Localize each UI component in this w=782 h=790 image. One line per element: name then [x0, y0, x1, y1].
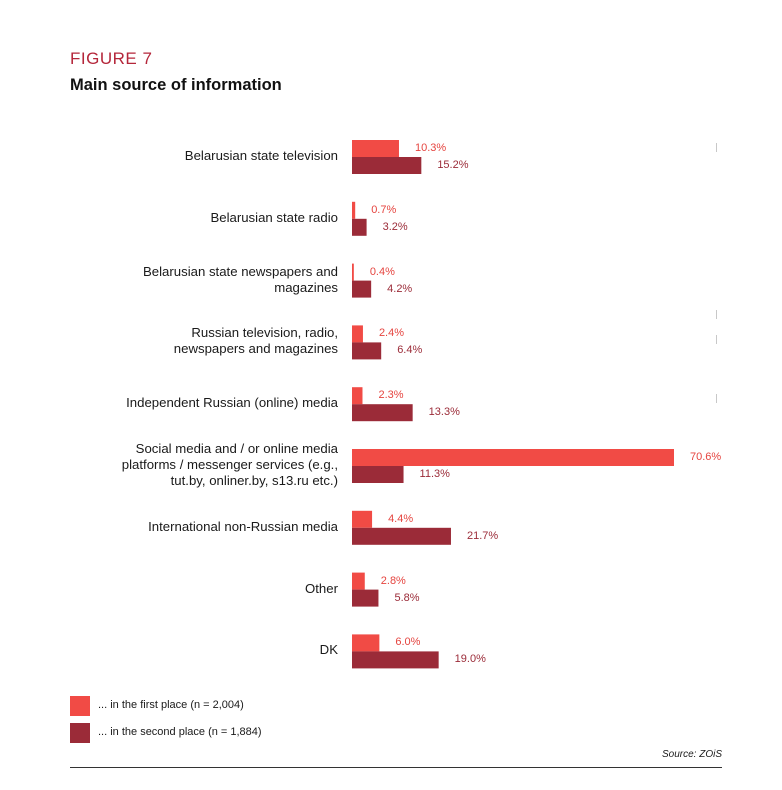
bar-first-place	[352, 572, 365, 590]
bar-first-place	[352, 325, 363, 343]
data-label-second: 5.8%	[394, 591, 420, 604]
data-label-second: 21.7%	[466, 529, 499, 542]
data-label-first: 0.7%	[371, 203, 397, 216]
data-label-first: 10.3%	[414, 142, 447, 154]
category-label: Belarusian state newspapers and magazines	[143, 264, 338, 296]
data-label-second: 6.4%	[397, 344, 423, 357]
bar-first-place	[352, 387, 363, 405]
category-label: Social media and / or online media platfo…	[122, 441, 338, 489]
bar-first-place	[352, 140, 399, 157]
data-label-first: 70.6%	[690, 451, 722, 463]
bottom-rule	[70, 767, 722, 768]
bar-second-place	[352, 404, 413, 422]
axis-tick-mark	[716, 143, 717, 152]
legend-label-first: ... in the first place (n = 2,004)	[98, 699, 244, 711]
category-label: Independent Russian (online) media	[126, 395, 338, 411]
category-label: DK	[320, 642, 338, 658]
data-label-second: 3.2%	[382, 220, 408, 233]
data-label-first: 2.3%	[378, 389, 404, 402]
bar-first-place	[352, 449, 674, 466]
bar-second-place	[352, 466, 404, 483]
data-label-second: 19.0%	[454, 653, 486, 666]
category-label-line: newspapers and magazines	[173, 341, 338, 357]
category-label-line: DK	[319, 642, 338, 658]
category-label: Belarusian state radio	[210, 210, 338, 226]
data-label-first: 2.4%	[378, 327, 405, 340]
axis-tick-mark	[716, 335, 717, 344]
category-label-line: magazines	[274, 279, 338, 295]
category-label-line: Belarusian state television	[184, 148, 338, 163]
bar-second-place	[352, 218, 367, 236]
chart-title: Main source of information	[70, 76, 282, 94]
bar-second-place	[352, 157, 422, 174]
category-label-line: Other	[305, 580, 338, 596]
data-label-first: 0.4%	[369, 265, 395, 278]
legend-swatch-second	[70, 723, 90, 743]
data-label-second: 4.2%	[387, 282, 413, 295]
category-label: Belarusian state television	[185, 148, 338, 164]
category-label: Other	[305, 581, 338, 597]
legend-label-second: ... in the second place (n = 1,884)	[98, 726, 262, 738]
bar-second-place	[352, 280, 372, 298]
category-label-line: Russian television, radio,	[191, 325, 338, 341]
figure-label: FIGURE 7	[70, 49, 153, 68]
data-label-second: 15.2%	[437, 159, 469, 171]
bar-first-place	[352, 634, 380, 652]
axis-tick-mark	[716, 394, 717, 403]
data-label-first: 6.0%	[395, 636, 421, 649]
category-label-line: International non-Russian media	[148, 518, 338, 534]
category-label-line: Independent Russian (online) media	[126, 395, 338, 411]
category-label-line: tut.by, onliner.by, s13.ru etc.)	[170, 473, 338, 488]
source-note: Source: ZOiS	[661, 749, 722, 760]
legend-swatch-first	[70, 696, 90, 716]
data-label-second: 13.3%	[428, 406, 460, 419]
axis-tick-mark	[716, 310, 717, 319]
category-label: International non-Russian media	[148, 519, 338, 535]
data-label-first: 4.4%	[388, 512, 414, 525]
bar-second-place	[352, 589, 379, 607]
category-label-line: Belarusian state radio	[210, 209, 338, 225]
category-label-line: Belarusian state newspapers and	[142, 263, 338, 279]
data-label-second: 11.3%	[419, 468, 450, 480]
data-label-first: 2.8%	[380, 574, 406, 587]
category-label-line: Social media and / or online media	[135, 441, 338, 456]
bar-first-place	[352, 201, 356, 219]
bar-second-place	[352, 651, 439, 669]
bar-first-place	[352, 510, 373, 528]
bar-second-place	[352, 342, 382, 360]
category-label: Russian television, radio, newspapers and…	[174, 325, 338, 357]
bar-first-place	[352, 263, 354, 281]
category-label-line: platforms / messenger services (e.g.,	[121, 457, 338, 472]
bar-second-place	[352, 527, 451, 545]
